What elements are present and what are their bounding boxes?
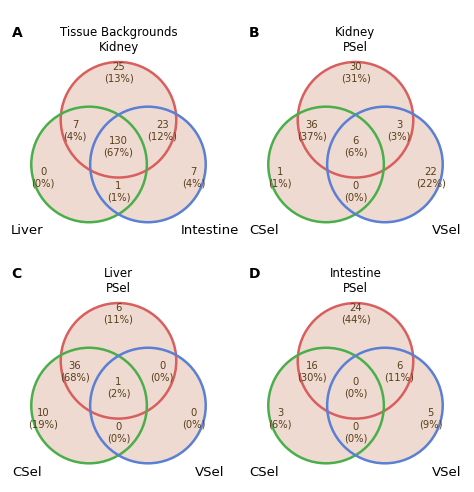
Circle shape [31,107,147,222]
Text: 1
(1%): 1 (1%) [269,167,292,188]
Text: 0
(0%): 0 (0%) [344,377,367,399]
Text: 24
(44%): 24 (44%) [341,303,370,325]
Text: Tissue Backgrounds: Tissue Backgrounds [60,26,177,39]
Text: PSel: PSel [106,282,131,295]
Text: Liver: Liver [10,224,43,238]
Text: Kidney: Kidney [99,41,138,54]
Circle shape [327,348,443,463]
Text: VSel: VSel [195,465,225,479]
Text: 6
(6%): 6 (6%) [344,136,367,158]
Circle shape [268,107,384,222]
Text: 0
(0%): 0 (0%) [182,408,205,430]
Text: A: A [12,26,22,40]
Text: 6
(11%): 6 (11%) [384,361,414,383]
Text: B: B [249,26,259,40]
Text: 1
(2%): 1 (2%) [107,377,130,399]
Text: 30
(31%): 30 (31%) [341,62,370,84]
Text: PSel: PSel [343,282,368,295]
Text: 3
(3%): 3 (3%) [387,120,411,142]
Text: CSel: CSel [12,465,42,479]
Text: 7
(4%): 7 (4%) [182,167,205,188]
Text: 16
(30%): 16 (30%) [297,361,327,383]
Text: C: C [12,267,22,281]
Text: 25
(13%): 25 (13%) [104,62,133,84]
Text: 1
(1%): 1 (1%) [107,181,130,203]
Text: 0
(0%): 0 (0%) [150,361,174,383]
Text: Kidney: Kidney [336,26,375,39]
Circle shape [298,303,413,419]
Text: D: D [249,267,260,281]
Text: 36
(37%): 36 (37%) [297,120,327,142]
Text: 23
(12%): 23 (12%) [147,120,177,142]
Circle shape [327,107,443,222]
Text: 3
(6%): 3 (6%) [269,408,292,430]
Text: 0
(0%): 0 (0%) [32,167,55,188]
Text: VSel: VSel [432,224,462,238]
Circle shape [298,62,413,178]
Circle shape [61,303,176,419]
Text: CSel: CSel [249,465,279,479]
Circle shape [90,107,206,222]
Text: 5
(9%): 5 (9%) [419,408,442,430]
Text: 36
(68%): 36 (68%) [60,361,90,383]
Text: PSel: PSel [343,41,368,54]
Text: 22
(22%): 22 (22%) [416,167,446,188]
Text: 0
(0%): 0 (0%) [344,181,367,203]
Text: 7
(4%): 7 (4%) [63,120,87,142]
Circle shape [31,348,147,463]
Text: Intestine: Intestine [329,267,382,280]
Text: 130
(67%): 130 (67%) [103,136,134,158]
Text: CSel: CSel [249,224,279,238]
Text: Intestine: Intestine [181,224,239,238]
Circle shape [90,348,206,463]
Text: 10
(19%): 10 (19%) [28,408,58,430]
Text: 6
(11%): 6 (11%) [103,303,134,325]
Text: VSel: VSel [432,465,462,479]
Circle shape [268,348,384,463]
Text: 0
(0%): 0 (0%) [107,422,130,444]
Circle shape [61,62,176,178]
Text: Liver: Liver [104,267,133,280]
Text: 0
(0%): 0 (0%) [344,422,367,444]
